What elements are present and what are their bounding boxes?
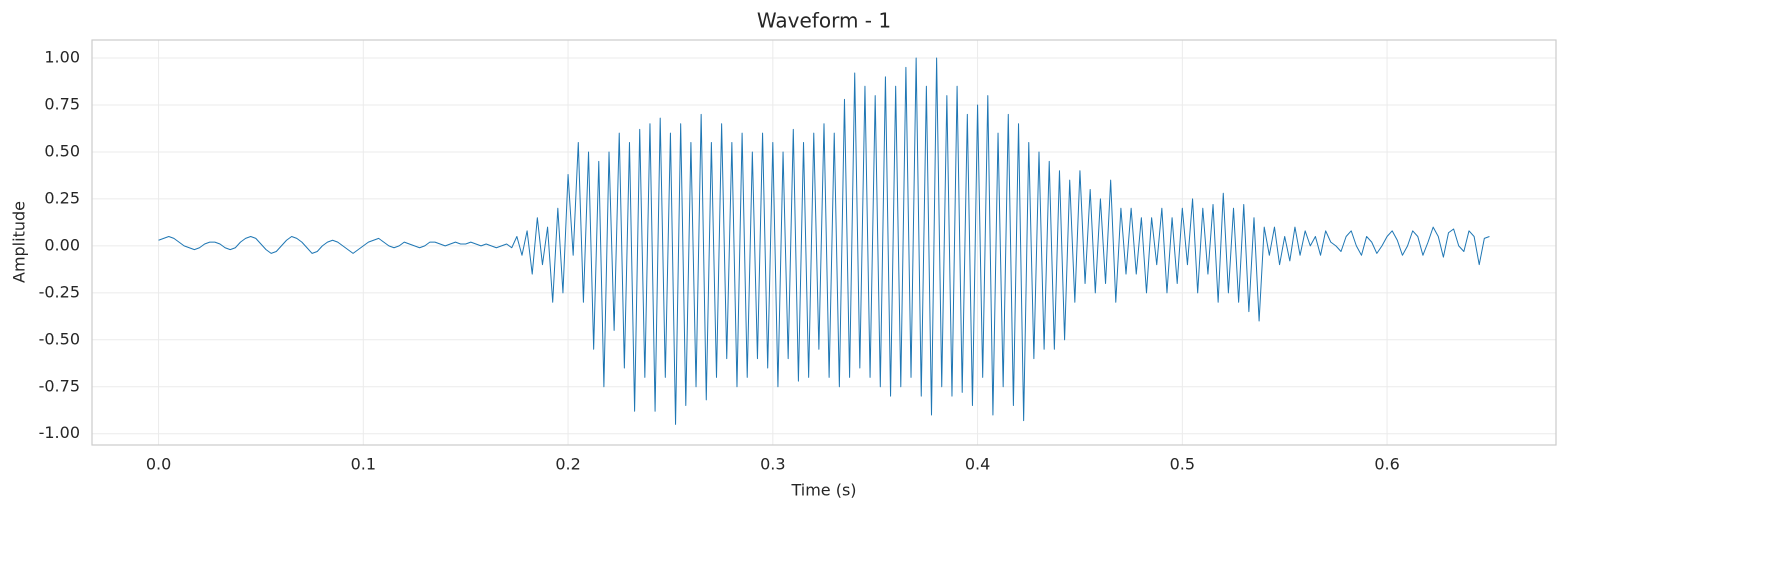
x-tick-label: 0.3: [760, 455, 785, 474]
y-tick-label: 1.00: [44, 48, 80, 67]
y-tick-label: 0.00: [44, 235, 80, 254]
y-tick-label: 0.75: [44, 94, 80, 113]
waveform-line: [158, 57, 1490, 425]
y-tick-label: -0.25: [39, 282, 80, 301]
y-tick-label: -1.00: [39, 423, 80, 442]
x-tick-label: 0.1: [351, 455, 376, 474]
y-tick-label: -0.75: [39, 376, 80, 395]
plot-frame: [91, 39, 1557, 446]
y-tick-label: 0.50: [44, 141, 80, 160]
y-tick-label: 0.25: [44, 188, 80, 207]
chart-title: Waveform - 1: [757, 9, 891, 33]
x-tick-label: 0.2: [555, 455, 580, 474]
y-axis-label: Amplitude: [10, 201, 29, 283]
x-tick-label: 0.4: [965, 455, 990, 474]
x-tick-label: 0.0: [146, 455, 171, 474]
x-tick-label: 0.5: [1170, 455, 1195, 474]
x-tick-label: 0.6: [1374, 455, 1399, 474]
y-tick-label: -0.50: [39, 329, 80, 348]
x-axis-label: Time (s): [790, 481, 856, 500]
